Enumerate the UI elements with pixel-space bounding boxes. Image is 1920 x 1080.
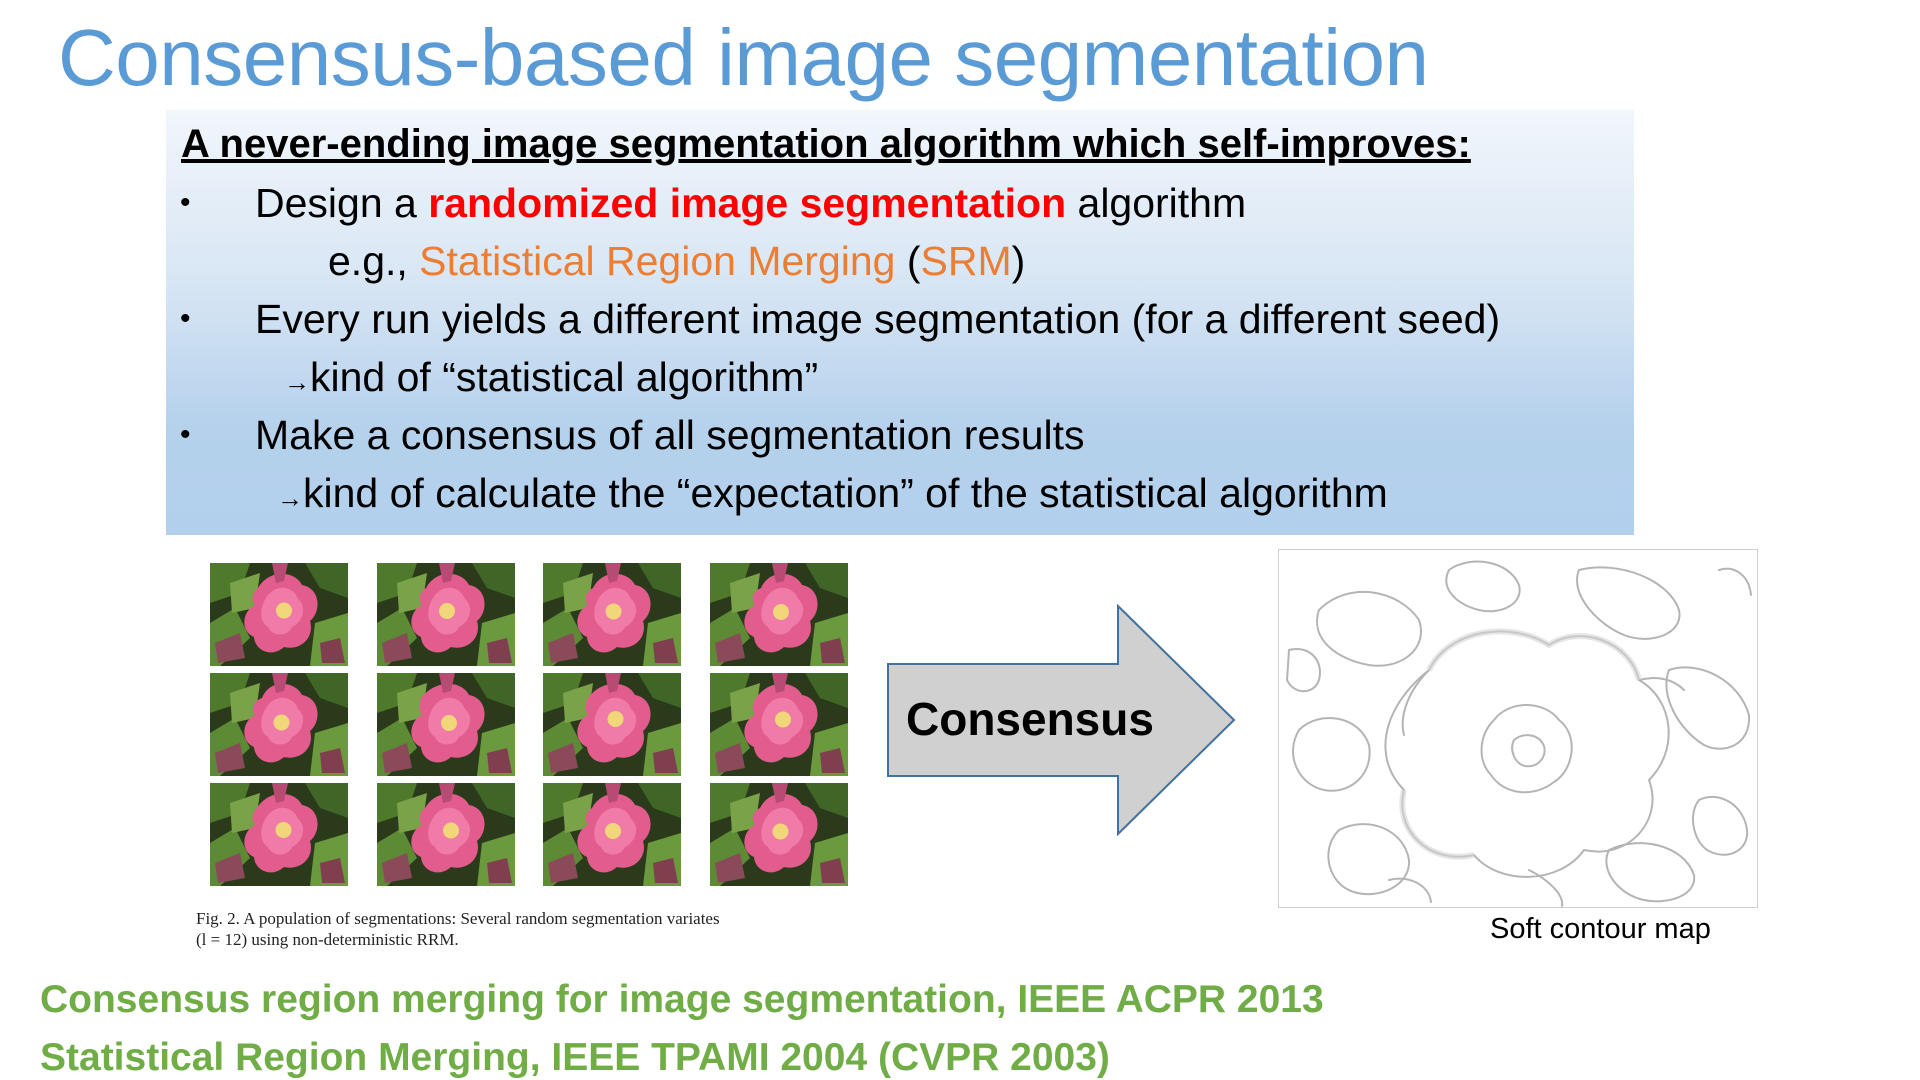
bullet-2: • <box>180 302 191 335</box>
contour-label: Soft contour map <box>1490 913 1711 945</box>
segmentation-thumbnail <box>710 563 848 666</box>
srm-abbr: SRM <box>920 238 1012 284</box>
segmentation-thumbnail <box>710 783 848 886</box>
line-design-pre: Design a <box>255 180 429 226</box>
segmentation-thumbnail <box>377 563 515 666</box>
box-heading: A never-ending image segmentation algori… <box>181 122 1471 166</box>
caption-line-1: Fig. 2. A population of segmentations: S… <box>196 909 720 928</box>
bullet-3: • <box>180 418 191 451</box>
reference-1: Consensus region merging for image segme… <box>40 978 1324 1021</box>
segmentation-thumbnail <box>543 673 681 776</box>
line-expectation: →kind of calculate the “expectation” of … <box>277 470 1388 517</box>
line-consensus: Make a consensus of all segmentation res… <box>255 412 1085 458</box>
srm-name: Statistical Region Merging <box>419 238 896 284</box>
bullet-1: • <box>180 186 191 219</box>
segmentation-thumbnail <box>710 673 848 776</box>
paren-close: ) <box>1011 238 1026 284</box>
consensus-arrow <box>887 604 1236 836</box>
line-example-pre: e.g., <box>328 238 420 284</box>
segmentation-thumbnail <box>543 783 681 886</box>
segmentation-grid <box>210 563 850 891</box>
segmentation-thumbnail <box>543 563 681 666</box>
line-expectation-text: kind of calculate the “expectation” of t… <box>303 470 1388 516</box>
segmentation-thumbnail <box>210 673 348 776</box>
line-design-post: algorithm <box>1066 180 1247 226</box>
line-statistical: →kind of “statistical algorithm” <box>284 354 818 401</box>
segmentation-thumbnail <box>210 563 348 666</box>
figure-caption: Fig. 2. A population of segmentations: S… <box>196 908 876 950</box>
paren-open: ( <box>895 238 921 284</box>
line-statistical-text: kind of “statistical algorithm” <box>310 354 819 400</box>
contour-image <box>1286 560 1752 907</box>
soft-contour-map <box>1278 549 1758 908</box>
segmentation-thumbnail <box>377 673 515 776</box>
segmentation-thumbnail <box>377 783 515 886</box>
line-every-run: Every run yields a different image segme… <box>255 296 1501 342</box>
segmentation-thumbnail <box>210 783 348 886</box>
arrow-right-icon: → <box>284 367 310 397</box>
content-box: A never-ending image segmentation algori… <box>166 110 1634 535</box>
reference-2: Statistical Region Merging, IEEE TPAMI 2… <box>40 1036 1110 1079</box>
line-design: Design a randomized image segmentation a… <box>255 180 1246 227</box>
slide-title: Consensus-based image segmentation <box>58 13 1429 102</box>
arrow-right-icon: → <box>277 483 303 513</box>
caption-line-2: (l = 12) using non-deterministic RRM. <box>196 930 459 949</box>
consensus-label: Consensus <box>906 693 1154 745</box>
randomized-highlight: randomized image segmentation <box>428 180 1067 226</box>
line-example: e.g., Statistical Region Merging (SRM) <box>328 238 1025 285</box>
